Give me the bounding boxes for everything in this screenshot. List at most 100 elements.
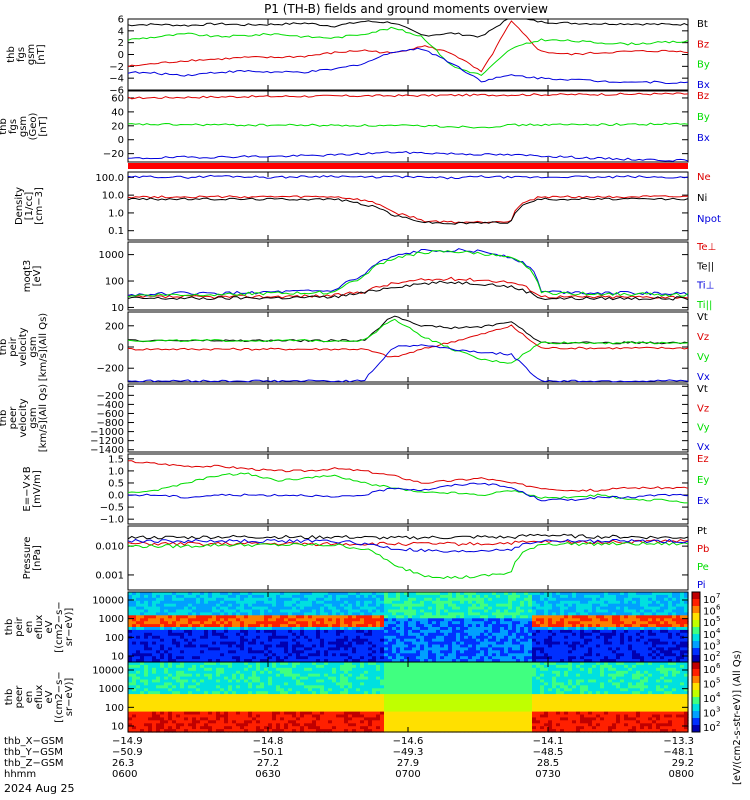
heatmap-cell (268, 662, 273, 666)
heatmap-cell (284, 726, 289, 730)
heatmap-cell (324, 632, 329, 637)
heatmap-cell (464, 644, 469, 648)
heatmap-cell (208, 729, 213, 733)
heatmap-cell (512, 627, 517, 631)
heatmap-cell (340, 726, 345, 730)
heatmap-cell (152, 594, 157, 599)
heatmap-cell (564, 600, 569, 605)
heatmap-cell (332, 720, 337, 724)
heatmap-cell (208, 662, 213, 666)
heatmap-cell (600, 600, 605, 605)
heatmap-cell (288, 638, 293, 643)
y-tick-label: −4 (109, 74, 124, 85)
heatmap-cell (364, 659, 369, 663)
heatmap-cell (248, 667, 253, 672)
heatmap-cell (152, 641, 157, 646)
heatmap-cell (620, 621, 625, 625)
heatmap-cell (192, 723, 197, 727)
heatmap-cell (136, 685, 141, 689)
heatmap-cell (220, 594, 225, 599)
heatmap-cell (340, 656, 345, 660)
heatmap-cell (532, 656, 537, 660)
heatmap-cell (580, 638, 585, 643)
heatmap-cell (232, 717, 237, 721)
y-tick-label: 0 (118, 382, 124, 393)
heatmap-cell (500, 635, 505, 640)
heatmap-cell (620, 618, 625, 622)
heatmap-cell (212, 606, 217, 611)
heatmap-cell (436, 647, 441, 651)
heatmap-cell (424, 603, 429, 608)
heatmap-cell (340, 667, 345, 672)
heatmap-cell (192, 691, 197, 695)
heatmap-cell (528, 600, 533, 605)
heatmap-cell (656, 635, 661, 640)
heatmap-cell (392, 635, 397, 640)
heatmap-cell (444, 635, 449, 640)
heatmap-cell (332, 656, 337, 660)
heatmap-cell (552, 592, 557, 596)
heatmap-cell (340, 708, 345, 713)
heatmap-cell (216, 726, 221, 730)
heatmap-cell (332, 653, 337, 657)
heatmap-cell (248, 644, 253, 648)
heatmap-cell (236, 647, 241, 651)
heatmap-cell (152, 708, 157, 713)
heatmap-cell (292, 685, 297, 689)
heatmap-cell (348, 603, 353, 608)
heatmap-cell (212, 644, 217, 648)
heatmap-cell (336, 670, 341, 675)
heatmap-cell (148, 653, 153, 657)
heatmap-cell (680, 632, 685, 637)
heatmap-cell (200, 621, 205, 625)
heatmap-cell (288, 723, 293, 727)
heatmap-cell (500, 592, 505, 596)
heatmap-cell (300, 708, 305, 713)
y-tick-label: −200 (97, 364, 124, 375)
heatmap-cell (348, 638, 353, 643)
heatmap-cell (548, 592, 553, 596)
heatmap-cell (136, 708, 141, 713)
heatmap-cell (500, 656, 505, 660)
heatmap-cell (392, 609, 397, 613)
heatmap-cell (312, 711, 317, 716)
heatmap-cell (276, 621, 281, 625)
heatmap-cell (156, 726, 161, 730)
heatmap-cell (176, 662, 181, 666)
heatmap-cell (660, 603, 665, 608)
heatmap-cell (144, 609, 149, 613)
heatmap-cell (640, 647, 645, 651)
heatmap-cell (392, 641, 397, 646)
heatmap-cell (608, 629, 613, 634)
heatmap-cell (280, 685, 285, 689)
heatmap-cell (140, 720, 145, 724)
heatmap-cell (668, 600, 673, 605)
heatmap-cell (136, 702, 141, 707)
heatmap-cell (656, 618, 661, 622)
heatmap-cell (148, 629, 153, 634)
heatmap-cell (636, 594, 641, 599)
heatmap-cell (136, 667, 141, 672)
heatmap-cell (212, 714, 217, 718)
heatmap-cell (592, 592, 597, 596)
heatmap-cell (360, 594, 365, 599)
heatmap-cell (320, 606, 325, 611)
heatmap-cell (540, 641, 545, 646)
heatmap-cell (288, 594, 293, 599)
heatmap-cell (324, 641, 329, 646)
heatmap-cell (568, 612, 573, 616)
y-tick-label: 10 (111, 303, 124, 314)
heatmap-cell (596, 629, 601, 634)
heatmap-cell (264, 685, 269, 689)
heatmap-cell (396, 632, 401, 637)
heatmap-cell (532, 647, 537, 651)
heatmap-cell (180, 682, 185, 686)
heatmap-cell (156, 618, 161, 622)
heatmap-cell (632, 644, 637, 648)
heatmap-cell (148, 697, 153, 701)
heatmap-cell (468, 635, 473, 640)
heatmap-cell (448, 644, 453, 648)
heatmap-cell (664, 635, 669, 640)
heatmap-cell (368, 594, 373, 599)
heatmap-cell (220, 597, 225, 602)
